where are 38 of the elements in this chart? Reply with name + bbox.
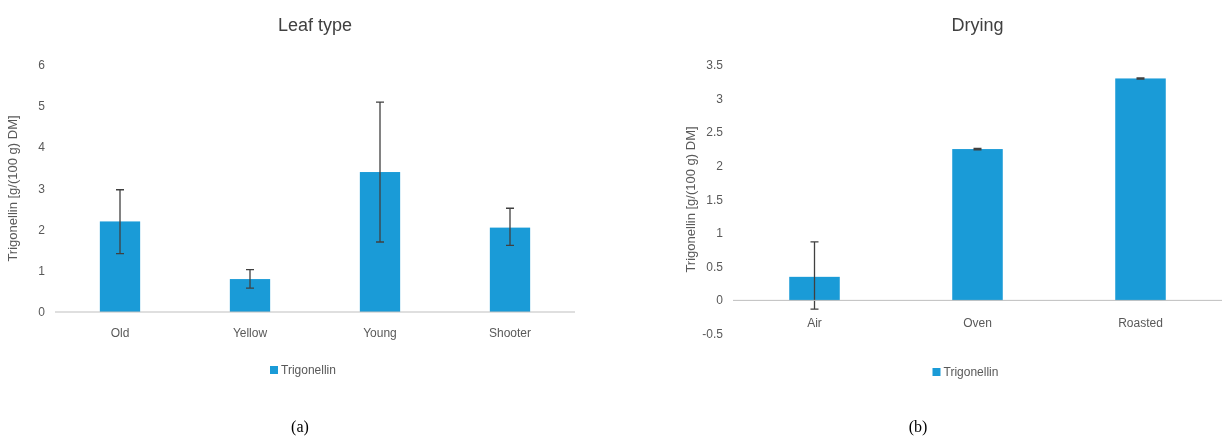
x-tick-label: Old: [110, 326, 130, 340]
y-tick-label: 3: [716, 91, 724, 106]
y-tick-label: 2: [716, 158, 724, 173]
y-tick-label: 1.5: [706, 192, 724, 207]
text: (b): [908, 418, 928, 436]
y-tick-label: 0.5: [706, 259, 724, 274]
bar: [1115, 78, 1166, 301]
bar: [229, 279, 271, 312]
y-tick-label: 2: [38, 222, 46, 237]
y-tick-label: -0.5: [702, 327, 724, 341]
x-tick-label: Air: [807, 316, 822, 330]
y-tick-label: 5: [38, 99, 46, 114]
y-tick-label: 1: [38, 263, 46, 278]
chart-title: Drying: [951, 15, 1004, 35]
y-tick-label: 6: [38, 58, 46, 72]
chart-title: Leaf type: [277, 15, 353, 35]
y-tick-label: 0: [716, 293, 724, 308]
bar: [99, 221, 141, 312]
x-tick-label: Young: [363, 326, 397, 340]
y-tick-label: 0: [38, 305, 46, 319]
bar: [789, 276, 840, 301]
y-tick-label: 2.5: [706, 125, 724, 140]
x-tick-label: Roasted: [1118, 316, 1163, 330]
x-tick-label: Yellow: [232, 326, 268, 340]
y-axis-title: Trigonellin [g/(100 g) DM]: [683, 126, 698, 273]
legend-label: Trigonellin: [281, 363, 336, 377]
y-tick-label: 4: [38, 140, 46, 155]
y-axis-title: Trigonellin [g/(100 g) DM]: [5, 115, 20, 262]
x-tick-label: Oven: [963, 316, 992, 330]
x-tick-label: Shooter: [488, 326, 532, 340]
y-tick-label: 3.5: [706, 58, 724, 72]
legend-label: Trigonellin: [943, 365, 999, 379]
bar: [359, 172, 401, 312]
bar: [952, 149, 1003, 301]
y-tick-label: 3: [38, 181, 46, 196]
text: (a): [291, 418, 309, 436]
y-tick-label: 1: [716, 226, 724, 241]
bar: [489, 227, 531, 312]
